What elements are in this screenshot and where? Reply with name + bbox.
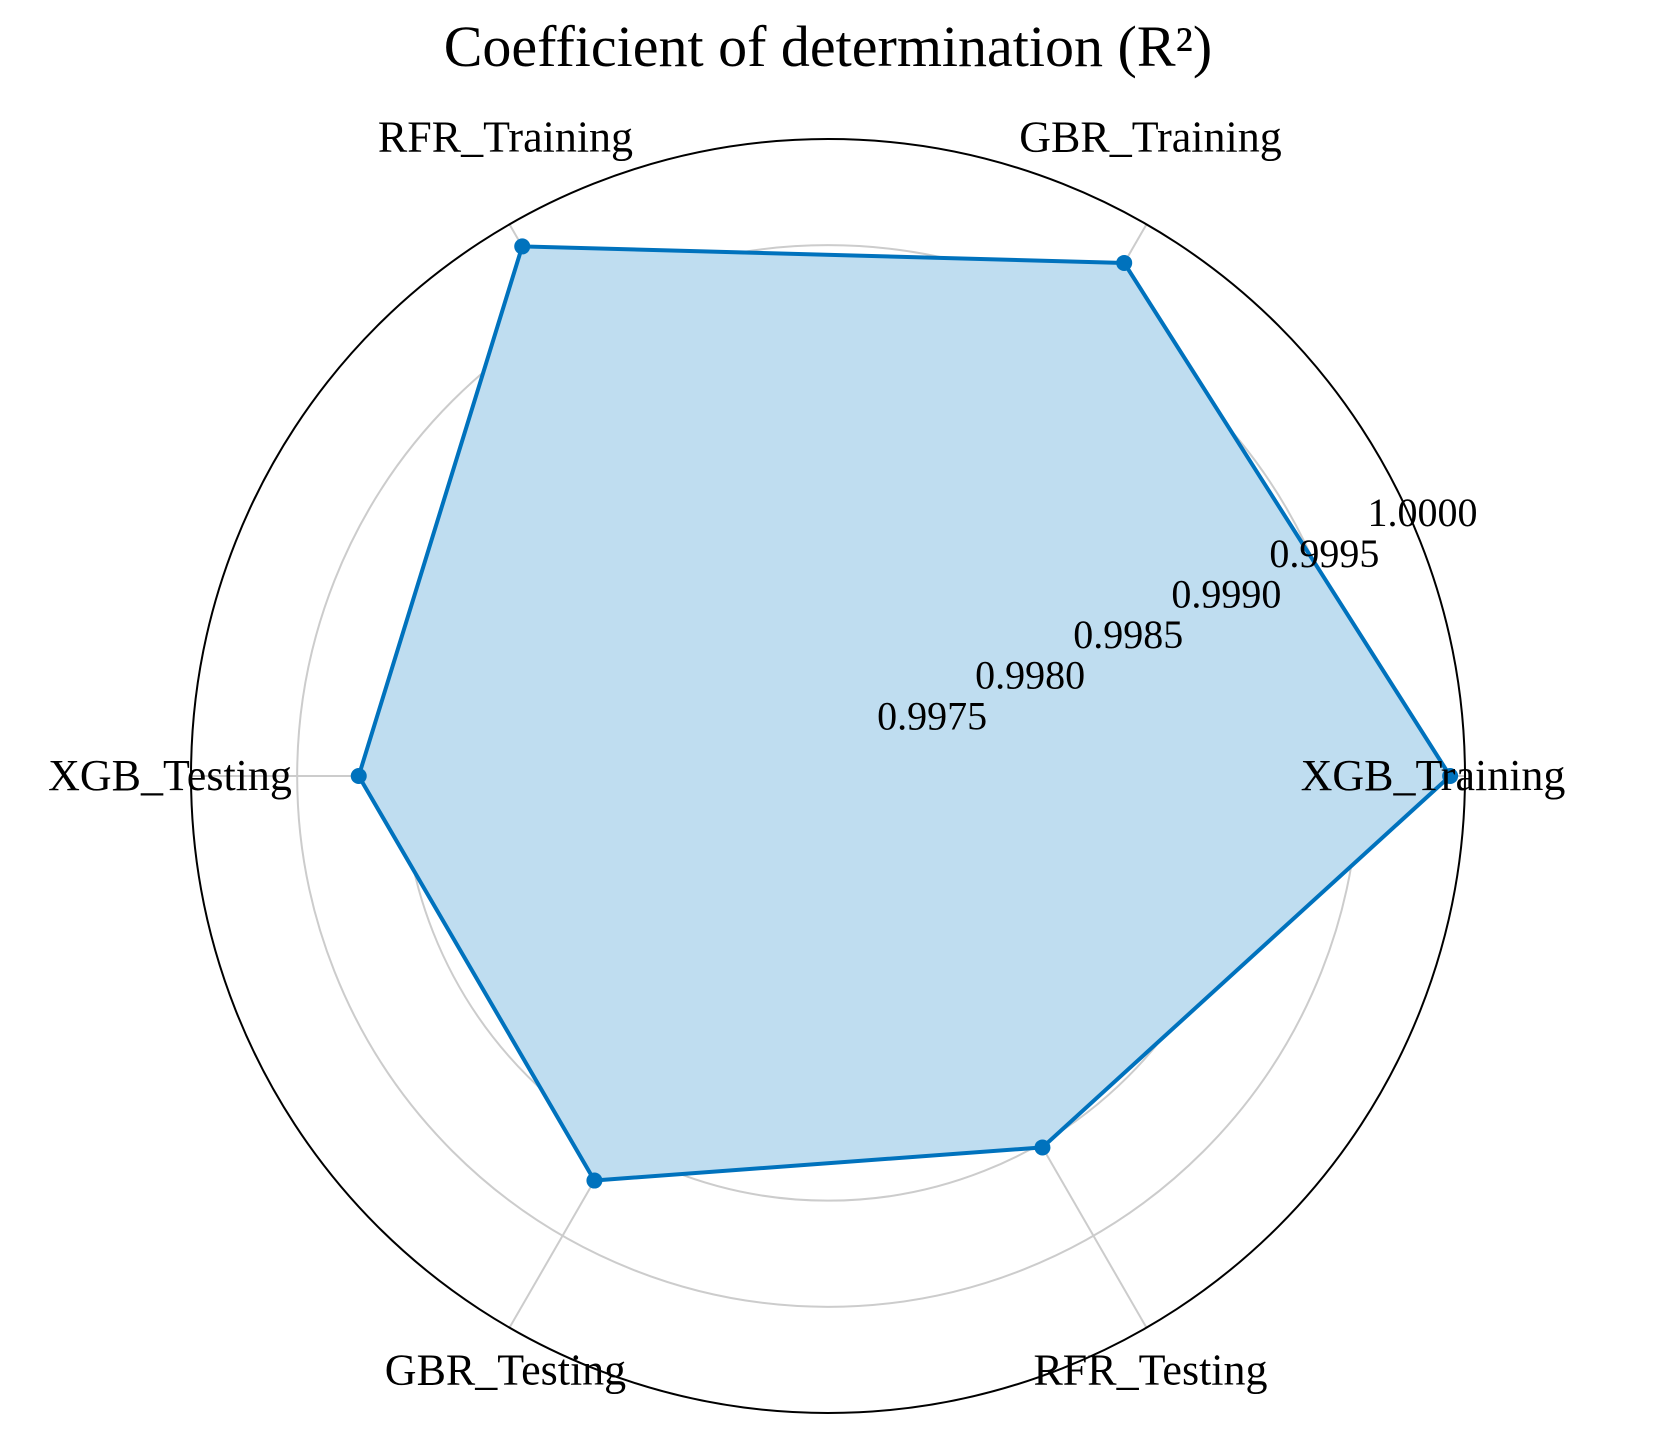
data-point	[514, 238, 531, 255]
r-tick-label: 0.9975	[877, 693, 987, 738]
radar-data	[350, 238, 1459, 1189]
outer-circle	[190, 138, 1466, 1414]
category-label: GBR_Testing	[385, 1346, 626, 1395]
r-tick-label: 1.0000	[1368, 490, 1478, 535]
category-label: XGB_Testing	[48, 751, 292, 800]
data-point	[1034, 1139, 1051, 1156]
chart-title: Coefficient of determination (R²)	[444, 14, 1212, 79]
data-point	[586, 1172, 603, 1189]
category-label: RFR_Training	[378, 112, 633, 161]
series-area	[358, 246, 1451, 1181]
r-tick-label: 0.9995	[1269, 531, 1379, 576]
data-point	[350, 768, 367, 784]
data-point	[1442, 768, 1459, 784]
category-label: GBR_Training	[1019, 112, 1281, 161]
r-tick-label: 0.9990	[1171, 571, 1281, 616]
r-tick-label: 0.9980	[975, 653, 1085, 698]
data-point	[1116, 254, 1133, 271]
category-label: RFR_Testing	[1033, 1346, 1267, 1395]
r-tick-label: 0.9985	[1073, 612, 1183, 657]
category-label: XGB_Training	[1301, 751, 1566, 800]
